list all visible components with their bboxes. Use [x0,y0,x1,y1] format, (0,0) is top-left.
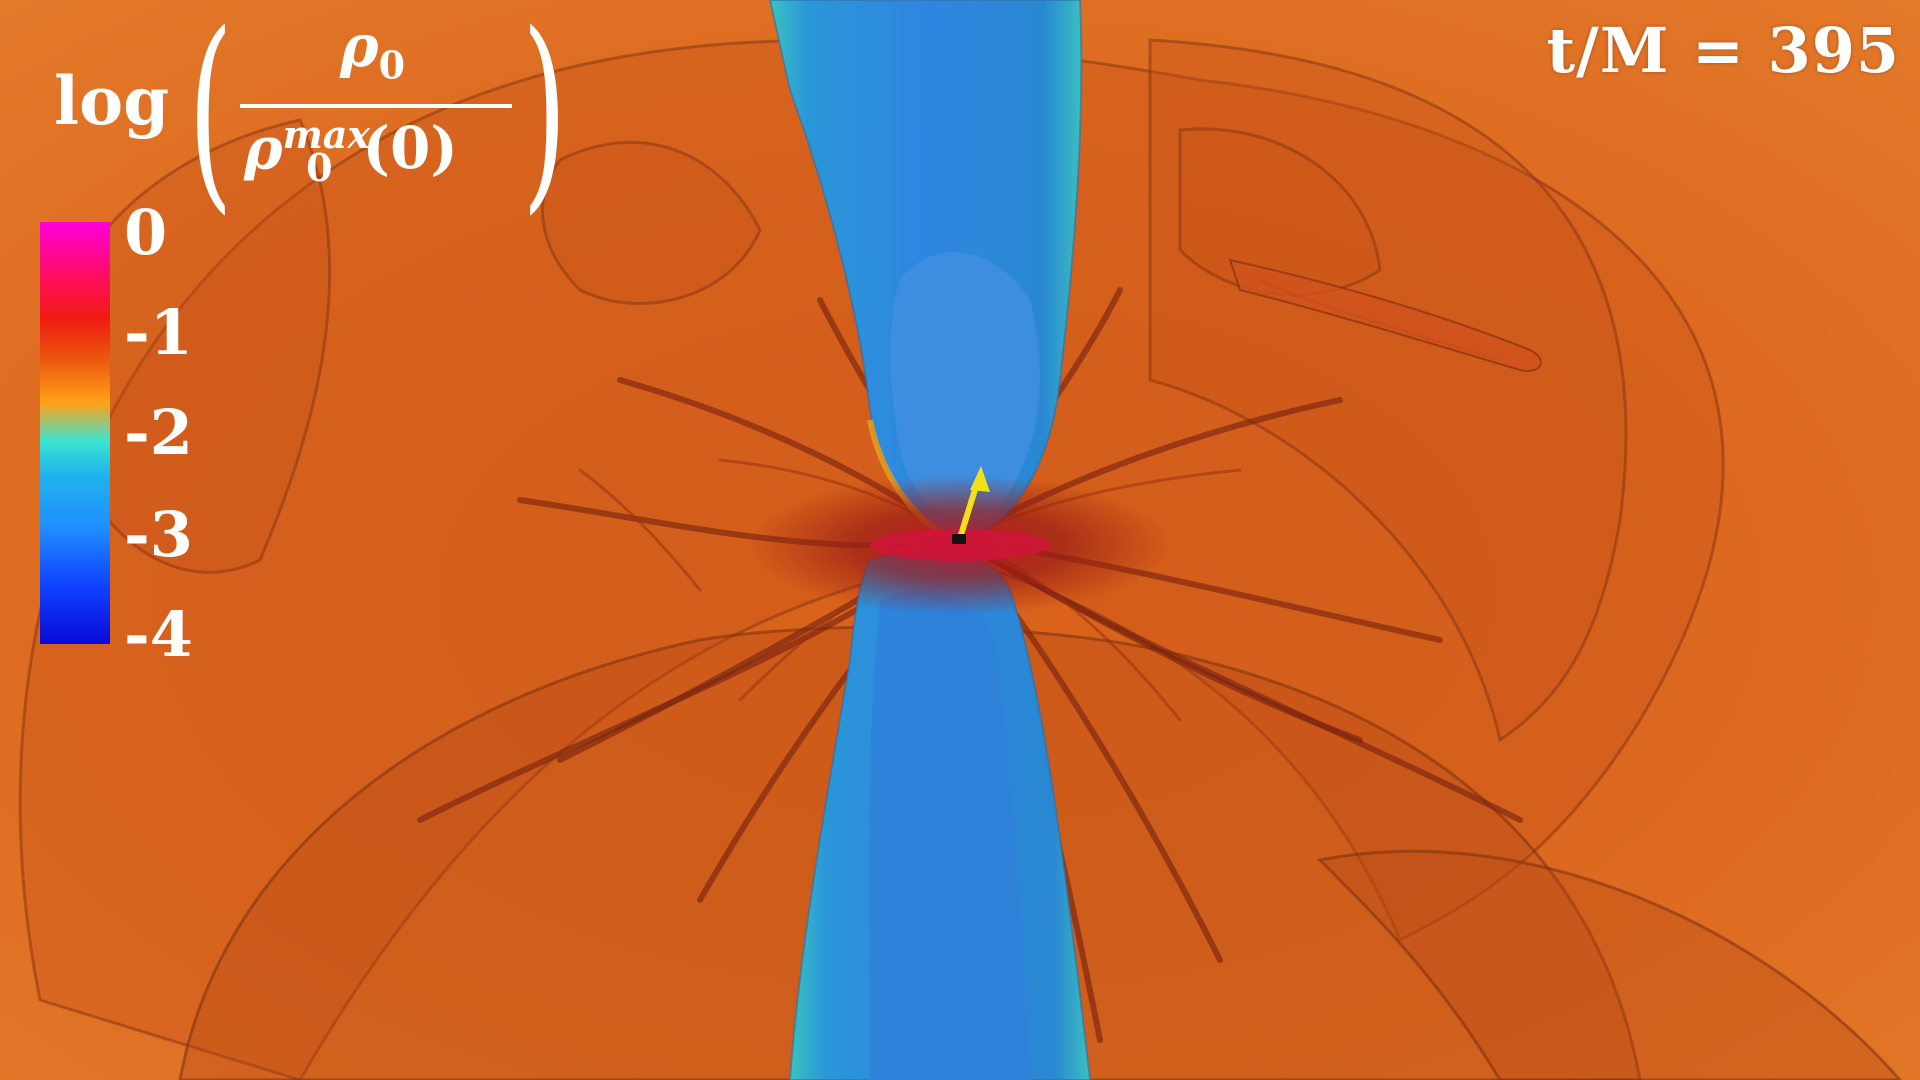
colorbar-title-right-paren: ) [522,0,568,233]
colorbar-title: log ( ρ0 ρmax0 (0) ) [40,0,580,233]
time-label: t/M = 395 [1546,14,1900,87]
colorbar-tick-minus-4: -4 [124,598,193,671]
colorbar [40,222,110,644]
spin-arrow-icon [957,466,990,541]
colorbar-tick-0: 0 [124,196,168,269]
colorbar-tick-minus-1: -1 [124,296,193,369]
colorbar-title-left-paren: ( [188,0,234,233]
colorbar-tick-minus-3: -3 [124,498,193,571]
colorbar-title-denominator: ρmax0 (0) [244,112,458,190]
colorbar-tick-minus-2: -2 [124,396,193,469]
colorbar-title-numerator: ρ0 [340,12,406,88]
colorbar-title-fraction-bar [240,104,512,108]
black-hole-marker-icon [952,534,966,544]
colorbar-title-log: log [54,62,170,140]
